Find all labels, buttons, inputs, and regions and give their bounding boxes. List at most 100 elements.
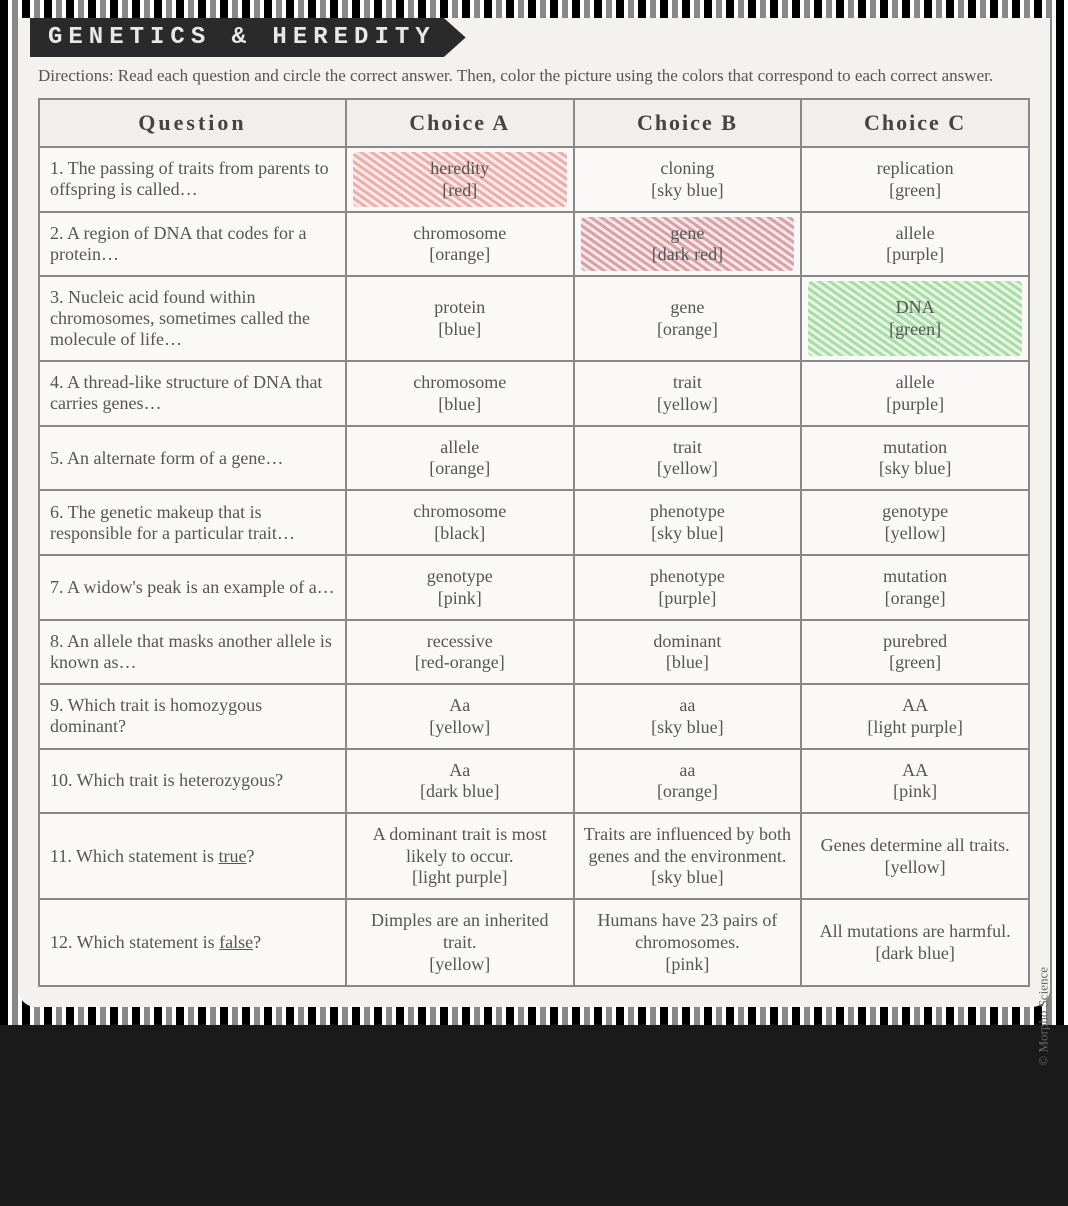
color-label: [orange] <box>810 588 1020 609</box>
answer-text: Aa <box>449 695 470 715</box>
color-label: [pink] <box>583 954 793 975</box>
color-label: [yellow] <box>355 954 565 975</box>
choice-content: chromosome[orange] <box>355 223 565 266</box>
color-label: [sky blue] <box>583 717 793 738</box>
color-label: [sky blue] <box>583 523 793 544</box>
page-title-banner: GENETICS & HEREDITY <box>30 18 466 57</box>
answer-text: genotype <box>882 501 948 521</box>
question-cell: 10. Which trait is heterozygous? <box>39 749 346 814</box>
choice-cell-a: chromosome[black] <box>346 490 574 555</box>
choice-content: mutation[orange] <box>810 566 1020 609</box>
choice-cell-c: mutation[orange] <box>801 555 1029 620</box>
header-choice-b: Choice B <box>574 99 802 147</box>
choice-cell-c: DNA[green] <box>801 276 1029 361</box>
question-cell: 5. An alternate form of a gene… <box>39 426 346 491</box>
answer-text: gene <box>670 223 704 243</box>
choice-content: Genes determine all traits.[yellow] <box>810 835 1020 878</box>
answer-text: dominant <box>653 631 721 651</box>
choice-content: trait[yellow] <box>583 437 793 480</box>
answer-text: heredity <box>430 158 489 178</box>
table-row: 11. Which statement is true?A dominant t… <box>39 813 1029 899</box>
answer-text: aa <box>679 760 695 780</box>
choice-content: AA[light purple] <box>810 695 1020 738</box>
choice-cell-a: A dominant trait is most likely to occur… <box>346 813 574 899</box>
question-cell: 7. A widow's peak is an example of a… <box>39 555 346 620</box>
color-label: [green] <box>810 319 1020 340</box>
choice-content: chromosome[blue] <box>355 372 565 415</box>
choice-cell-a: heredity[red] <box>346 147 574 212</box>
color-label: [orange] <box>355 244 565 265</box>
answer-text: genotype <box>427 566 493 586</box>
directions-text: Directions: Read each question and circl… <box>38 65 1030 88</box>
table-row: 2. A region of DNA that codes for a prot… <box>39 212 1029 277</box>
choice-content: heredity[red] <box>355 158 565 201</box>
answer-text: chromosome <box>413 501 506 521</box>
choice-content: gene[dark red] <box>583 223 793 266</box>
table-row: 10. Which trait is heterozygous? Aa[dark … <box>39 749 1029 814</box>
choice-content: cloning[sky blue] <box>583 158 793 201</box>
color-label: [sky blue] <box>810 458 1020 479</box>
choice-cell-b: gene[dark red] <box>574 212 802 277</box>
decorative-border-outer: GENETICS & HEREDITY Directions: Read eac… <box>0 0 1068 1025</box>
color-label: [red-orange] <box>355 652 565 673</box>
color-label: [dark blue] <box>355 781 565 802</box>
question-cell: 3. Nucleic acid found within chromosomes… <box>39 276 346 361</box>
choice-cell-a: allele[orange] <box>346 426 574 491</box>
table-row: 6. The genetic makeup that is responsibl… <box>39 490 1029 555</box>
answer-text: protein <box>434 297 485 317</box>
color-label: [green] <box>810 180 1020 201</box>
table-row: 1. The passing of traits from parents to… <box>39 147 1029 212</box>
answer-text: allele <box>440 437 479 457</box>
choice-content: recessive[red-orange] <box>355 631 565 674</box>
color-label: [orange] <box>583 319 793 340</box>
choice-content: Humans have 23 pairs of chromosomes.[pin… <box>583 910 793 974</box>
color-label: [dark red] <box>583 244 793 265</box>
choice-content: DNA[green] <box>810 297 1020 340</box>
color-label: [yellow] <box>810 523 1020 544</box>
question-cell: 12. Which statement is false? <box>39 899 346 985</box>
color-label: [purple] <box>810 394 1020 415</box>
color-label: [blue] <box>355 394 565 415</box>
choice-content: genotype[yellow] <box>810 501 1020 544</box>
color-label: [blue] <box>583 652 793 673</box>
choice-cell-b: gene[orange] <box>574 276 802 361</box>
choice-cell-b: phenotype[purple] <box>574 555 802 620</box>
answer-text: mutation <box>883 437 947 457</box>
choice-content: chromosome[black] <box>355 501 565 544</box>
choice-content: dominant[blue] <box>583 631 793 674</box>
choice-cell-b: aa[sky blue] <box>574 684 802 749</box>
choice-content: mutation[sky blue] <box>810 437 1020 480</box>
questions-table: Question Choice A Choice B Choice C 1. T… <box>38 98 1030 987</box>
answer-text: chromosome <box>413 372 506 392</box>
choice-content: Dimples are an inherited trait.[yellow] <box>355 910 565 974</box>
answer-text: purebred <box>883 631 947 651</box>
answer-text: trait <box>673 437 702 457</box>
choice-cell-b: trait[yellow] <box>574 361 802 426</box>
question-cell: 1. The passing of traits from parents to… <box>39 147 346 212</box>
color-label: [purple] <box>583 588 793 609</box>
copyright-text: © Morpho Science <box>1036 967 1052 1066</box>
answer-text: Dimples are an inherited trait. <box>371 910 548 952</box>
choice-content: allele[orange] <box>355 437 565 480</box>
table-row: 5. An alternate form of a gene…allele[or… <box>39 426 1029 491</box>
color-label: [purple] <box>810 244 1020 265</box>
answer-text: Aa <box>449 760 470 780</box>
answer-text: recessive <box>427 631 493 651</box>
choice-content: replication[green] <box>810 158 1020 201</box>
answer-text: aa <box>679 695 695 715</box>
color-label: [orange] <box>583 781 793 802</box>
answer-text: chromosome <box>413 223 506 243</box>
question-cell: 11. Which statement is true? <box>39 813 346 899</box>
answer-text: Genes determine all traits. <box>821 835 1010 855</box>
choice-content: aa[orange] <box>583 760 793 803</box>
choice-content: Traits are influenced by both genes and … <box>583 824 793 888</box>
choice-cell-c: genotype[yellow] <box>801 490 1029 555</box>
choice-content: gene[orange] <box>583 297 793 340</box>
header-choice-c: Choice C <box>801 99 1029 147</box>
color-label: [orange] <box>355 458 565 479</box>
color-label: [pink] <box>355 588 565 609</box>
choice-cell-a: chromosome[blue] <box>346 361 574 426</box>
choice-cell-c: mutation[sky blue] <box>801 426 1029 491</box>
answer-text: cloning <box>660 158 714 178</box>
answer-text: DNA <box>896 297 935 317</box>
